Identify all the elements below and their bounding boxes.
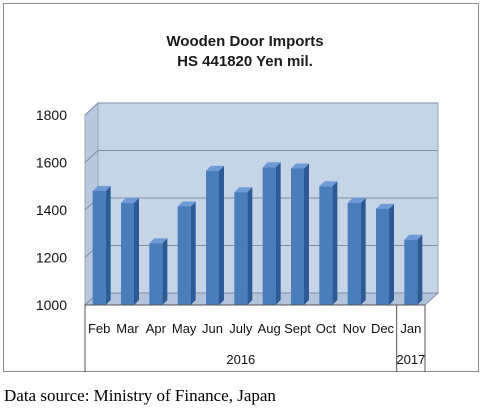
y-tick-label: 1400 xyxy=(36,202,67,218)
x-tick-label: July xyxy=(229,321,253,336)
bar xyxy=(376,208,389,305)
gridline xyxy=(84,150,438,163)
x-tick-label: Jun xyxy=(202,321,223,336)
bar xyxy=(177,206,191,305)
bar-top xyxy=(121,197,139,203)
year-group-label: 2016 xyxy=(226,352,255,367)
bar-top xyxy=(319,181,338,187)
bar-top xyxy=(177,201,196,207)
bar-side xyxy=(105,186,111,305)
x-tick-label: Dec xyxy=(371,321,395,336)
bar-top xyxy=(206,165,224,171)
bar-side xyxy=(275,162,281,305)
chart-subtitle: HS 441820 Yen mil. xyxy=(177,53,313,70)
bar-side xyxy=(134,197,139,305)
bar xyxy=(92,191,106,305)
bar-side xyxy=(417,234,423,305)
x-tick-label: Aug xyxy=(258,321,281,336)
x-tick-label: Apr xyxy=(146,321,167,336)
bar-side xyxy=(162,238,168,305)
bar-side xyxy=(304,163,309,305)
bar xyxy=(149,243,163,305)
bar-top xyxy=(376,203,394,209)
bar-side xyxy=(247,187,253,305)
bar-side xyxy=(389,203,394,305)
bar xyxy=(347,202,361,305)
bar-top xyxy=(262,162,281,168)
x-tick-label: Nov xyxy=(343,321,367,336)
y-tick-label: 1000 xyxy=(36,297,67,313)
y-tick-label: 1800 xyxy=(36,107,67,123)
bar-top xyxy=(149,238,168,244)
x-tick-label: Oct xyxy=(316,321,337,336)
x-tick-label: Feb xyxy=(88,321,110,336)
bar-side xyxy=(360,197,366,305)
x-tick-label: Jan xyxy=(400,321,421,336)
bar xyxy=(404,239,418,305)
data-source-note: Data source: Ministry of Finance, Japan xyxy=(4,386,276,405)
bar xyxy=(291,168,304,305)
x-tick-label: May xyxy=(172,321,197,336)
bar xyxy=(206,170,219,305)
bar-top xyxy=(347,197,366,203)
bar-side xyxy=(190,201,196,305)
bar xyxy=(234,192,248,305)
bar-top xyxy=(92,186,111,191)
bar-top xyxy=(234,187,253,193)
bar xyxy=(121,202,134,305)
bar xyxy=(319,186,333,305)
bar-top xyxy=(404,234,423,240)
y-tick-label: 1200 xyxy=(36,250,67,266)
gridline xyxy=(84,102,438,116)
x-tick-label: Sept xyxy=(284,321,311,336)
chart-title: Wooden Door Imports xyxy=(166,33,324,50)
year-group-label: 2017 xyxy=(396,352,425,367)
y-tick-label: 1600 xyxy=(36,155,67,171)
bar-side xyxy=(332,181,338,305)
bar-top xyxy=(291,163,309,169)
bar xyxy=(262,167,276,305)
bar-side xyxy=(219,165,224,305)
x-tick-label: Mar xyxy=(116,321,139,336)
